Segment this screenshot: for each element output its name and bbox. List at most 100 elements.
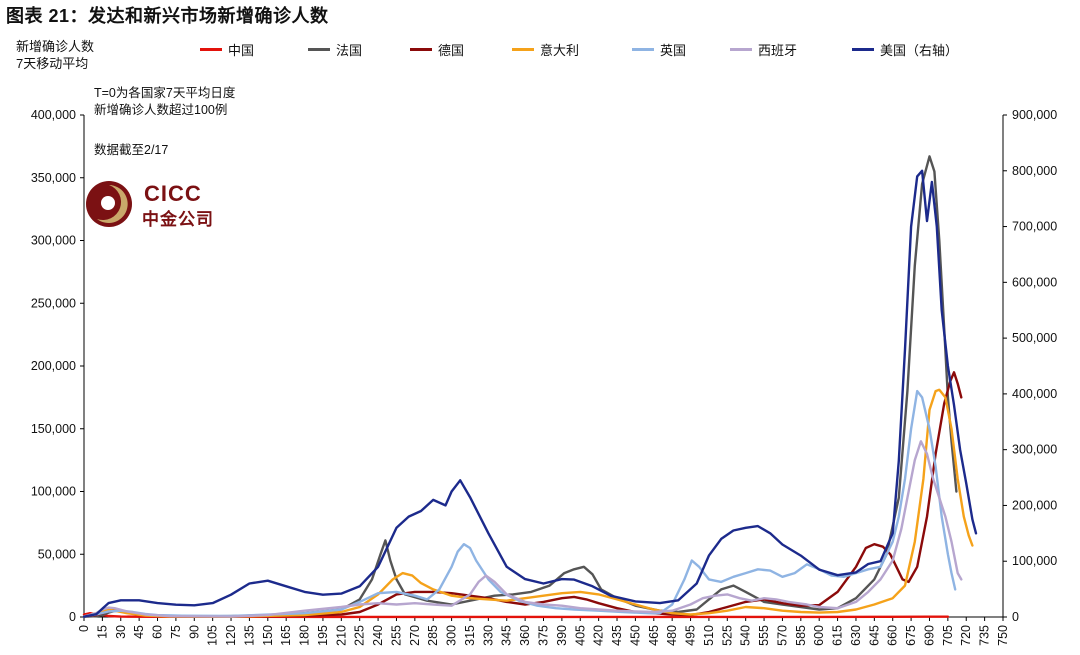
x-tick-label: 525 xyxy=(720,625,734,646)
x-tick-label: 90 xyxy=(187,625,201,639)
left-y-tick-label: 150,000 xyxy=(31,422,76,436)
legend-swatch xyxy=(200,48,222,51)
x-tick-label: 270 xyxy=(408,625,422,646)
x-tick-label: 405 xyxy=(573,625,587,646)
annotation-line2: 新增确诊人数超过100例 xyxy=(94,103,228,117)
x-tick-label: 540 xyxy=(739,625,753,646)
legend-swatch xyxy=(410,48,432,51)
y-axis-label-line2: 7天移动平均 xyxy=(16,56,89,71)
x-tick-label: 195 xyxy=(316,625,330,646)
x-tick-label: 0 xyxy=(77,625,91,632)
x-tick-label: 285 xyxy=(426,625,440,646)
x-tick-label: 645 xyxy=(867,625,881,646)
x-tick-label: 480 xyxy=(665,625,679,646)
x-tick-label: 600 xyxy=(812,625,826,646)
x-tick-label: 570 xyxy=(775,625,789,646)
right-y-tick-label: 300,000 xyxy=(1012,443,1057,457)
legend-label: 美国（右轴） xyxy=(880,43,959,58)
x-tick-label: 420 xyxy=(592,625,606,646)
x-tick-label: 225 xyxy=(353,625,367,646)
chart-legend: 中国 法国 德国 意大利 英国 西班牙 美国（右轴） xyxy=(200,40,980,64)
x-tick-label: 465 xyxy=(647,625,661,646)
x-tick-label: 720 xyxy=(959,625,973,646)
y-axis-label-line1: 新增确诊人数 xyxy=(16,39,95,54)
x-tick-label: 300 xyxy=(445,625,459,646)
x-tick-label: 15 xyxy=(95,625,109,639)
cicc-logo-icon xyxy=(86,181,132,227)
cicc-logo: CICC 中金公司 xyxy=(84,175,234,235)
left-y-tick-label: 350,000 xyxy=(31,171,76,185)
x-tick-label: 150 xyxy=(261,625,275,646)
series-line-6 xyxy=(82,169,978,618)
x-tick-label: 240 xyxy=(371,625,385,646)
x-tick-label: 135 xyxy=(242,625,256,646)
x-tick-label: 705 xyxy=(941,625,955,646)
left-y-tick-label: 100,000 xyxy=(31,485,76,499)
x-tick-label: 345 xyxy=(500,625,514,646)
left-y-tick-label: 0 xyxy=(69,610,76,624)
legend-label: 法国 xyxy=(336,43,363,58)
x-tick-label: 210 xyxy=(334,625,348,646)
legend-label: 中国 xyxy=(228,43,255,58)
left-y-tick-label: 300,000 xyxy=(31,234,76,248)
x-tick-label: 45 xyxy=(132,625,146,639)
legend-label: 英国 xyxy=(660,43,687,58)
x-tick-label: 735 xyxy=(978,625,992,646)
x-tick-label: 75 xyxy=(169,625,183,639)
series-line-1 xyxy=(82,155,958,618)
x-tick-label: 180 xyxy=(298,625,312,646)
legend-swatch xyxy=(730,48,752,51)
legend-swatch xyxy=(632,48,654,51)
series-line-2 xyxy=(82,371,963,618)
x-tick-label: 60 xyxy=(151,625,165,639)
right-y-tick-label: 900,000 xyxy=(1012,108,1057,122)
x-tick-label: 360 xyxy=(518,625,532,646)
x-tick-label: 750 xyxy=(996,625,1010,646)
x-tick-label: 630 xyxy=(849,625,863,646)
logo-text-cicc: CICC xyxy=(144,181,202,206)
left-y-tick-label: 50,000 xyxy=(38,547,76,561)
right-y-tick-label: 500,000 xyxy=(1012,331,1057,345)
right-y-tick-label: 600,000 xyxy=(1012,275,1057,289)
x-tick-label: 450 xyxy=(628,625,642,646)
x-tick-label: 615 xyxy=(831,625,845,646)
x-tick-label: 675 xyxy=(904,625,918,646)
x-tick-label: 660 xyxy=(886,625,900,646)
logo-text-cn: 中金公司 xyxy=(142,210,214,229)
x-tick-label: 255 xyxy=(389,625,403,646)
annotation-data-date: 数据截至2/17 xyxy=(94,143,169,157)
x-tick-label: 555 xyxy=(757,625,771,646)
legend-item: 中国 xyxy=(200,40,254,59)
x-tick-label: 390 xyxy=(555,625,569,646)
left-y-tick-label: 250,000 xyxy=(31,296,76,310)
legend-item: 德国 xyxy=(410,40,464,59)
legend-item: 美国（右轴） xyxy=(852,40,958,59)
right-y-tick-label: 400,000 xyxy=(1012,387,1057,401)
series-line-4 xyxy=(82,389,957,618)
right-y-tick-label: 0 xyxy=(1012,610,1019,624)
legend-label: 意大利 xyxy=(540,43,580,58)
left-y-tick-label: 400,000 xyxy=(31,108,76,122)
legend-item: 意大利 xyxy=(512,40,579,59)
series-line-3 xyxy=(82,388,974,618)
legend-swatch xyxy=(308,48,330,51)
legend-item: 英国 xyxy=(632,40,686,59)
x-tick-label: 690 xyxy=(922,625,936,646)
legend-item: 法国 xyxy=(308,40,362,59)
right-y-tick-label: 700,000 xyxy=(1012,220,1057,234)
x-tick-label: 315 xyxy=(463,625,477,646)
right-y-tick-label: 100,000 xyxy=(1012,554,1057,568)
x-tick-label: 435 xyxy=(610,625,624,646)
left-y-tick-label: 200,000 xyxy=(31,359,76,373)
x-tick-label: 510 xyxy=(702,625,716,646)
right-y-tick-label: 800,000 xyxy=(1012,164,1057,178)
x-tick-label: 375 xyxy=(537,625,551,646)
right-y-tick-label: 200,000 xyxy=(1012,498,1057,512)
x-tick-label: 165 xyxy=(279,625,293,646)
legend-swatch xyxy=(512,48,534,51)
chart-title: 图表 21：发达和新兴市场新增确诊人数 xyxy=(6,6,329,26)
legend-label: 西班牙 xyxy=(758,43,798,58)
x-tick-label: 495 xyxy=(684,625,698,646)
legend-item: 西班牙 xyxy=(730,40,797,59)
